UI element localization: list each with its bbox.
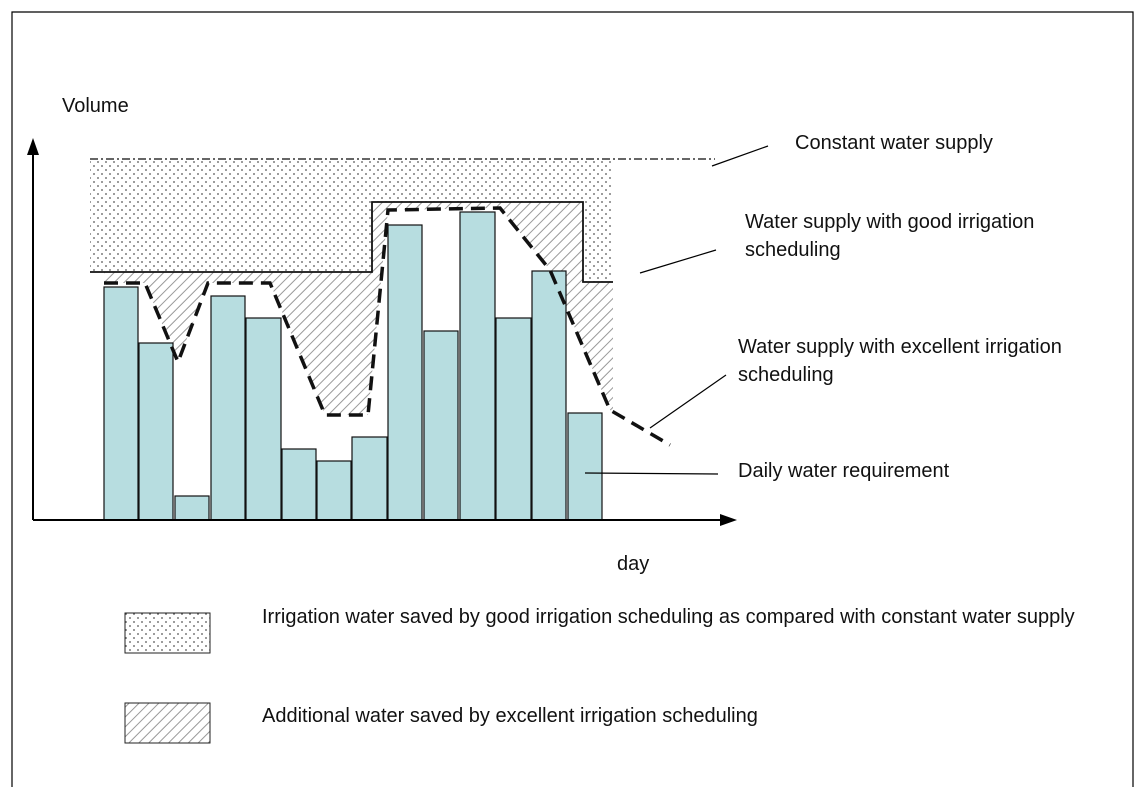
legend-box: Irrigation water saved by good irrigatio… [262,606,1075,628]
annotation: Daily water requirement [738,460,950,482]
y-arrow [27,138,39,155]
y-label: Volume [62,95,129,117]
excellent-line [104,206,671,447]
annotation: Water supply with good irrigation schedu… [745,211,1035,261]
good-line [90,201,613,283]
annotation-box: Water supply with good irrigation schedu… [745,211,1035,261]
legend-swatch [124,702,211,744]
x-arrow [720,514,737,526]
hatched-area [104,202,613,415]
annotation: Water supply with excellent irrigation s… [738,336,1062,386]
dotted-area [90,159,613,282]
legend-text: Additional water saved by excellent irri… [262,705,758,727]
frame [11,11,1134,787]
legend-text: Irrigation water saved by good irrigatio… [262,606,1075,628]
leader-lines [584,145,769,475]
legend-swatch [124,612,211,654]
bars [103,211,603,521]
x-label: day [617,553,649,575]
annotation: Constant water supply [795,132,993,154]
axes [32,150,725,521]
annotation-box: Water supply with excellent irrigation s… [738,336,1062,386]
